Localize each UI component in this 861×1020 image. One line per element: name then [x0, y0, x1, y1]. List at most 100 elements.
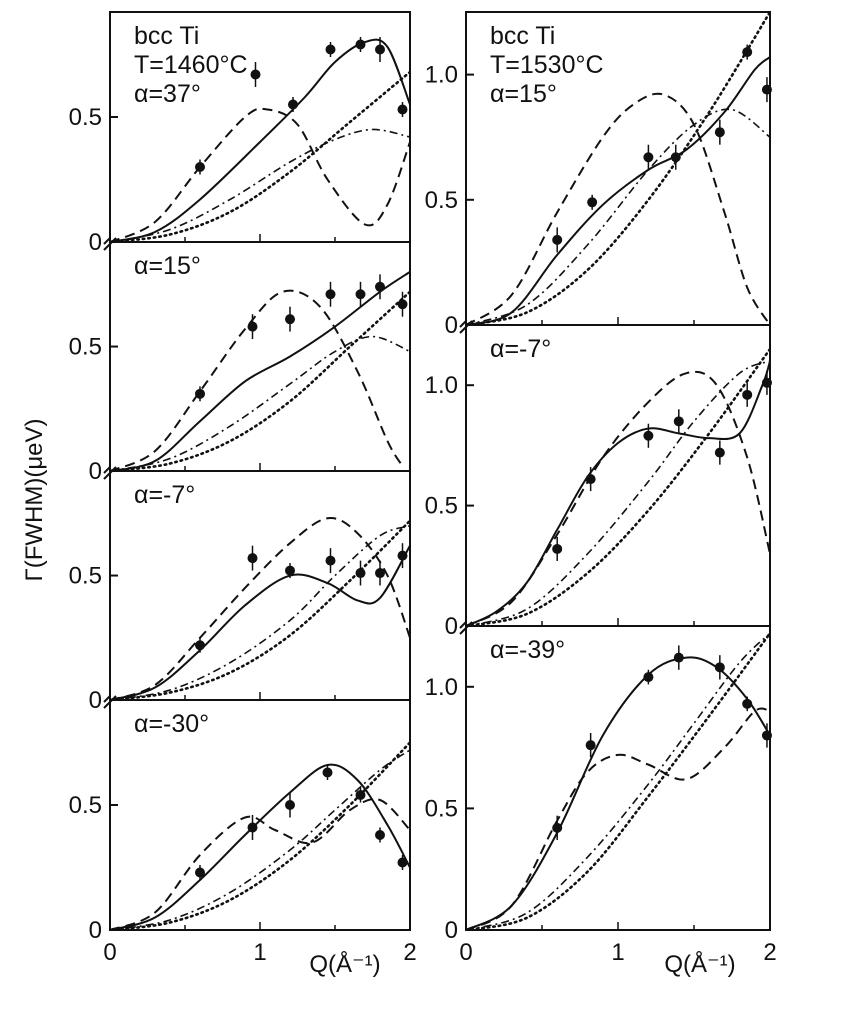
y-tick-label: 0 — [89, 687, 102, 714]
data-point — [761, 377, 772, 388]
data-point — [195, 388, 205, 399]
series-line-dashdot — [466, 632, 770, 930]
data-point — [355, 39, 366, 50]
panel-label-line: α=37° — [134, 80, 201, 108]
series-line-dashed — [110, 517, 410, 700]
data-point — [322, 767, 333, 778]
series-line-dashed — [466, 370, 770, 626]
data-point — [375, 281, 385, 292]
series-line-dashed — [466, 707, 770, 930]
data-point — [285, 800, 295, 810]
data-point — [375, 44, 385, 55]
panel-7: 0 0.5 1.0 α=-39° — [425, 621, 772, 944]
series-line-dotted — [466, 12, 770, 325]
x-axis-title-left: Q(Å⁻¹) — [309, 950, 380, 978]
data-point — [714, 662, 725, 673]
panel-label-line: α=-39° — [490, 636, 565, 664]
y-tick-label: 0.5 — [69, 104, 102, 131]
panel-label-line: α=15° — [134, 252, 201, 280]
x-tick-label-left-2: 2 — [403, 939, 416, 966]
panel-3: 0 0.5 α=-7° — [69, 466, 411, 714]
data-point — [375, 830, 385, 840]
data-point — [247, 822, 258, 833]
data-point — [714, 447, 725, 458]
data-point — [325, 555, 336, 566]
data-point — [742, 698, 753, 709]
series-line-solid — [110, 763, 410, 930]
x-tick-label-right-1: 1 — [611, 939, 624, 966]
y-tick-label: 0 — [445, 613, 458, 640]
series-line-dashdot — [110, 335, 410, 471]
series-line-dashed — [110, 107, 410, 242]
panel-2: 0 0.5 α=15° — [69, 237, 411, 485]
series-line-dotted — [466, 347, 770, 626]
panel-label-line: α=-7° — [134, 481, 195, 509]
series-line-dashdot — [466, 360, 770, 626]
y-tick-label: 0.5 — [425, 493, 458, 520]
panel-1: 0 0.5 bcc TiT=1460°Cα=37° — [69, 11, 411, 256]
series-line-dotted — [466, 631, 770, 930]
series-line-solid — [110, 271, 410, 471]
data-point — [195, 640, 205, 651]
series-line-dotted — [110, 519, 410, 700]
data-point — [673, 652, 684, 663]
panel-curves — [466, 631, 770, 930]
series-line-solid — [466, 360, 770, 626]
data-point — [742, 389, 753, 400]
axis-break-mark — [459, 621, 473, 635]
data-point — [587, 197, 598, 208]
y-tick-label: 0 — [89, 458, 102, 485]
panel-curves — [110, 741, 410, 930]
panel-label-line: T=1460°C — [134, 51, 248, 79]
series-line-dashed — [110, 289, 404, 471]
y-tick-label: 1.0 — [425, 62, 458, 89]
y-tick-label: 0.5 — [69, 563, 102, 590]
x-axis-title-right: Q(Å⁻¹) — [664, 950, 735, 978]
series-line-solid — [110, 545, 410, 700]
series-line-dotted — [110, 290, 410, 471]
data-point — [325, 44, 336, 55]
data-point — [355, 790, 366, 800]
data-point — [761, 730, 772, 741]
series-line-dashed — [110, 798, 410, 930]
panel-frame — [465, 625, 771, 931]
panel-label-line: α=-30° — [134, 710, 209, 738]
series-line-dotted — [110, 70, 410, 242]
y-tick-label: 0 — [445, 917, 458, 944]
y-tick-label: 1.0 — [425, 674, 458, 701]
y-axis-title: Γ(FWHM)(μeV) — [21, 418, 48, 581]
series-line-dashed — [466, 92, 770, 325]
y-tick-label: 0 — [89, 917, 102, 944]
data-point — [552, 543, 563, 554]
data-point — [552, 234, 563, 245]
data-point — [375, 568, 385, 579]
y-tick-label: 0 — [89, 229, 102, 256]
data-point — [643, 430, 654, 441]
data-point — [585, 740, 596, 751]
data-point — [195, 162, 205, 172]
data-point — [397, 550, 408, 561]
panel-4: 0 0.5 α=-30° — [69, 695, 411, 944]
data-point — [742, 47, 753, 58]
data-point — [355, 568, 366, 579]
data-point — [247, 321, 258, 332]
panel-5: 0 0.5 1.0 bcc TiT=1530°Cα=15° — [425, 11, 772, 339]
y-tick-label: 0.5 — [425, 187, 458, 214]
y-tick-label: 1.0 — [425, 372, 458, 399]
series-line-dotted — [110, 741, 410, 930]
panel-label-line: bcc Ti — [134, 22, 199, 50]
panel-curves — [110, 271, 410, 471]
data-point — [250, 69, 261, 80]
data-point — [285, 314, 295, 325]
series-line-dashdot — [110, 128, 410, 242]
data-point — [285, 565, 295, 576]
data-point — [397, 104, 408, 115]
data-point — [247, 553, 258, 564]
data-point — [195, 867, 205, 878]
y-tick-label: 0.5 — [425, 795, 458, 822]
data-point — [643, 672, 654, 683]
y-tick-label: 0 — [445, 312, 458, 339]
data-point — [288, 99, 298, 110]
